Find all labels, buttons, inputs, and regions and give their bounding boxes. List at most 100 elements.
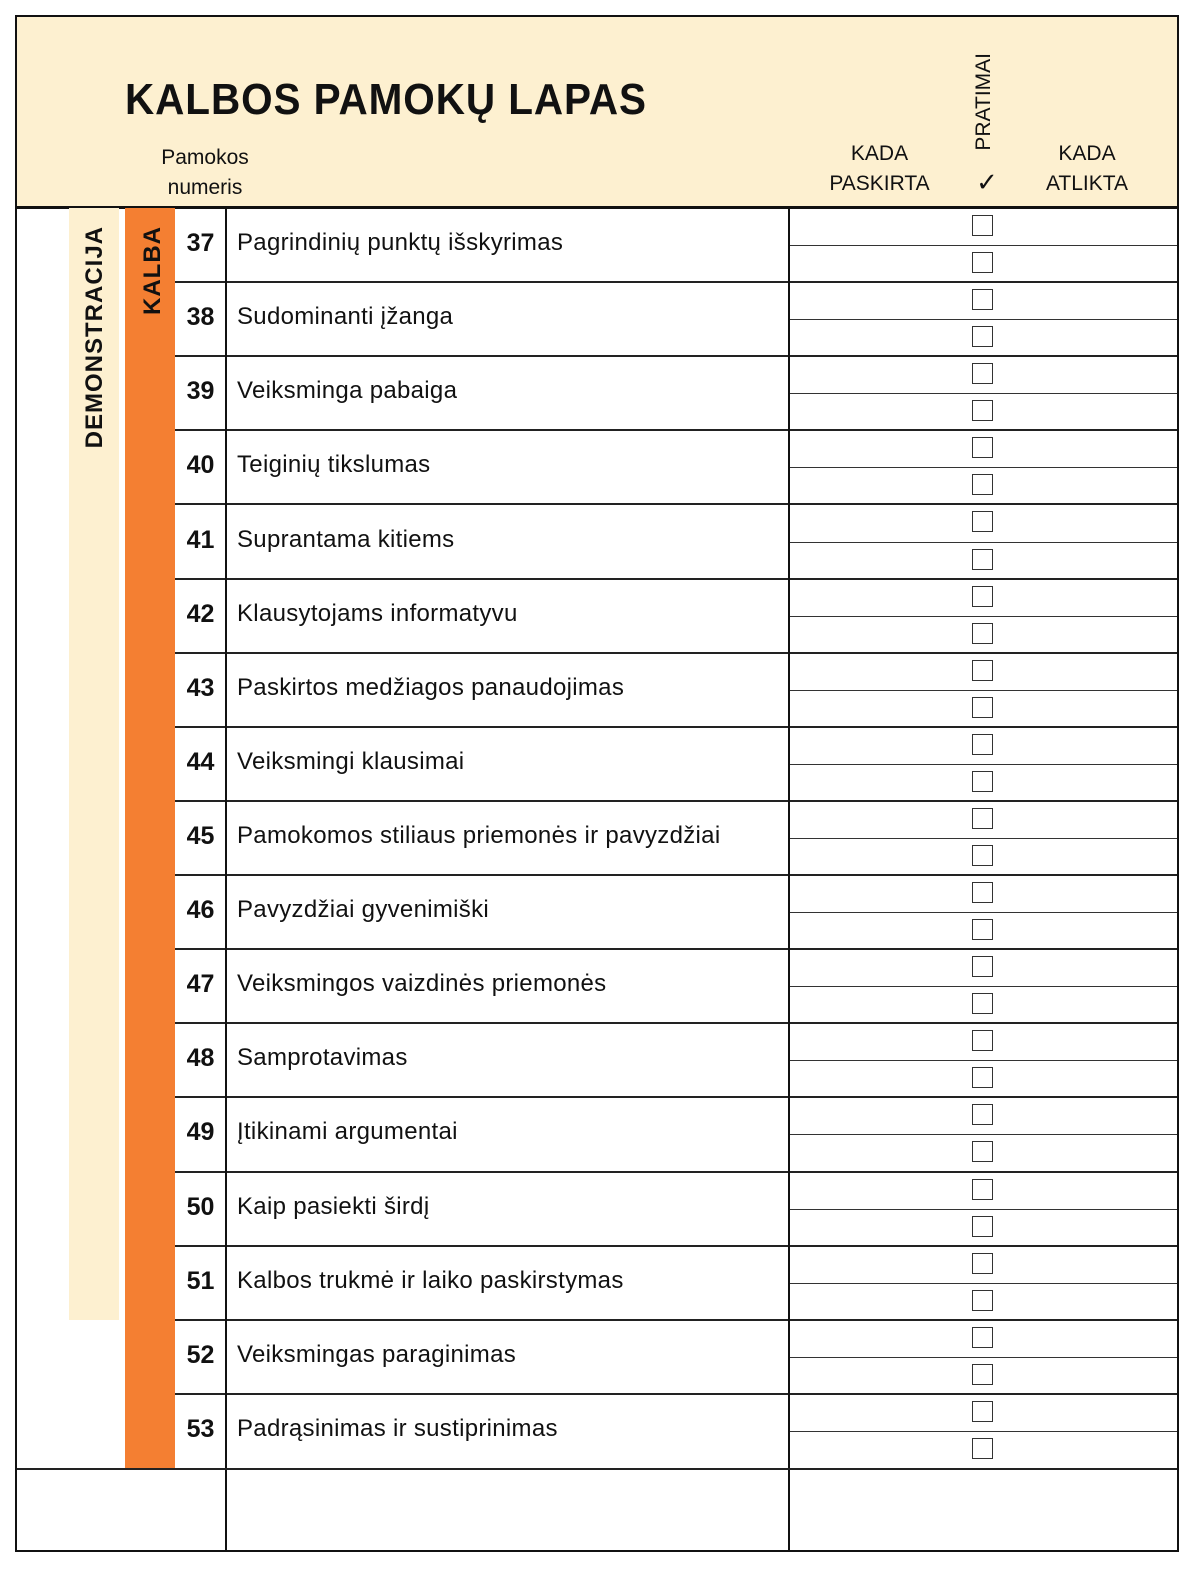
assigned-date-cell[interactable] — [790, 838, 960, 875]
completed-date-cell[interactable] — [1000, 912, 1175, 949]
assigned-date-cell[interactable] — [790, 1134, 960, 1171]
assigned-date-cell[interactable] — [790, 579, 960, 616]
assigned-date-cell[interactable] — [790, 356, 960, 393]
assigned-date-cell[interactable] — [790, 986, 960, 1023]
assigned-date-cell[interactable] — [790, 727, 960, 764]
exercise-checkbox[interactable] — [972, 1067, 993, 1089]
assigned-date-cell[interactable] — [790, 1320, 960, 1357]
completed-date-cell[interactable] — [1000, 504, 1175, 541]
assigned-date-cell[interactable] — [790, 393, 960, 430]
assigned-date-cell[interactable] — [790, 801, 960, 838]
exercise-checkbox[interactable] — [972, 845, 993, 866]
completed-date-cell[interactable] — [1000, 467, 1175, 504]
assigned-date-cell[interactable] — [790, 1060, 960, 1097]
assigned-date-cell[interactable] — [790, 542, 960, 579]
assigned-date-cell[interactable] — [790, 430, 960, 467]
assigned-date-cell[interactable] — [790, 616, 960, 653]
exercise-checkbox[interactable] — [972, 474, 993, 496]
completed-date-cell[interactable] — [1000, 986, 1175, 1023]
completed-date-cell[interactable] — [1000, 1357, 1175, 1394]
completed-date-cell[interactable] — [1000, 1246, 1175, 1283]
assigned-date-cell[interactable] — [790, 245, 960, 282]
exercise-checkbox[interactable] — [972, 956, 993, 978]
completed-date-cell[interactable] — [1000, 764, 1175, 801]
exercise-checkbox[interactable] — [972, 1030, 993, 1052]
exercise-checkbox[interactable] — [972, 400, 993, 422]
exercise-checkbox[interactable] — [972, 733, 993, 755]
assigned-date-cell[interactable] — [790, 467, 960, 504]
completed-date-cell[interactable] — [1000, 1394, 1175, 1431]
completed-date-cell[interactable] — [1000, 690, 1175, 727]
exercise-checkbox[interactable] — [972, 1252, 993, 1274]
exercise-checkbox[interactable] — [972, 437, 993, 459]
blank-date-cell[interactable] — [790, 1470, 1175, 1548]
completed-date-cell[interactable] — [1000, 1283, 1175, 1320]
exercise-checkbox[interactable] — [972, 585, 993, 607]
exercise-checkbox[interactable] — [972, 1289, 993, 1311]
exercise-checkbox[interactable] — [972, 882, 993, 904]
assigned-date-cell[interactable] — [790, 1431, 960, 1468]
assigned-date-cell[interactable] — [790, 1023, 960, 1060]
completed-date-cell[interactable] — [1000, 1023, 1175, 1060]
exercise-checkbox[interactable] — [972, 1400, 993, 1422]
assigned-date-cell[interactable] — [790, 1283, 960, 1320]
completed-date-cell[interactable] — [1000, 801, 1175, 838]
assigned-date-cell[interactable] — [790, 653, 960, 690]
exercise-checkbox[interactable] — [972, 1363, 993, 1385]
exercise-checkbox[interactable] — [972, 252, 993, 274]
exercise-checkbox[interactable] — [972, 363, 993, 385]
completed-date-cell[interactable] — [1000, 1320, 1175, 1357]
completed-date-cell[interactable] — [1000, 1431, 1175, 1468]
exercise-checkbox[interactable] — [972, 696, 993, 718]
assigned-date-cell[interactable] — [790, 319, 960, 356]
assigned-date-cell[interactable] — [790, 875, 960, 912]
completed-date-cell[interactable] — [1000, 727, 1175, 764]
exercise-checkbox[interactable] — [972, 289, 993, 311]
completed-date-cell[interactable] — [1000, 875, 1175, 912]
assigned-date-cell[interactable] — [790, 912, 960, 949]
completed-date-cell[interactable] — [1000, 430, 1175, 467]
completed-date-cell[interactable] — [1000, 245, 1175, 282]
completed-date-cell[interactable] — [1000, 393, 1175, 430]
completed-date-cell[interactable] — [1000, 838, 1175, 875]
assigned-date-cell[interactable] — [790, 1172, 960, 1209]
exercise-checkbox[interactable] — [972, 1437, 993, 1459]
assigned-date-cell[interactable] — [790, 504, 960, 541]
exercise-checkbox[interactable] — [972, 919, 993, 941]
assigned-date-cell[interactable] — [790, 1394, 960, 1431]
exercise-checkbox[interactable] — [972, 548, 993, 570]
exercise-checkbox[interactable] — [972, 1104, 993, 1126]
completed-date-cell[interactable] — [1000, 1060, 1175, 1097]
completed-date-cell[interactable] — [1000, 282, 1175, 319]
assigned-date-cell[interactable] — [790, 282, 960, 319]
assigned-date-cell[interactable] — [790, 208, 960, 245]
assigned-date-cell[interactable] — [790, 949, 960, 986]
completed-date-cell[interactable] — [1000, 1134, 1175, 1171]
assigned-date-cell[interactable] — [790, 690, 960, 727]
completed-date-cell[interactable] — [1000, 356, 1175, 393]
exercise-checkbox[interactable] — [972, 511, 993, 533]
exercise-checkbox[interactable] — [972, 215, 993, 236]
completed-date-cell[interactable] — [1000, 1172, 1175, 1209]
assigned-date-cell[interactable] — [790, 1246, 960, 1283]
exercise-checkbox[interactable] — [972, 326, 993, 348]
completed-date-cell[interactable] — [1000, 208, 1175, 245]
completed-date-cell[interactable] — [1000, 319, 1175, 356]
assigned-date-cell[interactable] — [790, 764, 960, 801]
exercise-checkbox[interactable] — [972, 807, 993, 829]
completed-date-cell[interactable] — [1000, 653, 1175, 690]
blank-number-cell[interactable] — [17, 1470, 225, 1548]
assigned-date-cell[interactable] — [790, 1209, 960, 1246]
exercise-checkbox[interactable] — [972, 993, 993, 1015]
blank-title-cell[interactable] — [227, 1470, 788, 1548]
exercise-checkbox[interactable] — [972, 1215, 993, 1237]
exercise-checkbox[interactable] — [972, 1178, 993, 1200]
completed-date-cell[interactable] — [1000, 1097, 1175, 1134]
exercise-checkbox[interactable] — [972, 659, 993, 681]
completed-date-cell[interactable] — [1000, 949, 1175, 986]
completed-date-cell[interactable] — [1000, 1209, 1175, 1246]
exercise-checkbox[interactable] — [972, 1141, 993, 1163]
exercise-checkbox[interactable] — [972, 770, 993, 792]
assigned-date-cell[interactable] — [790, 1097, 960, 1134]
completed-date-cell[interactable] — [1000, 542, 1175, 579]
